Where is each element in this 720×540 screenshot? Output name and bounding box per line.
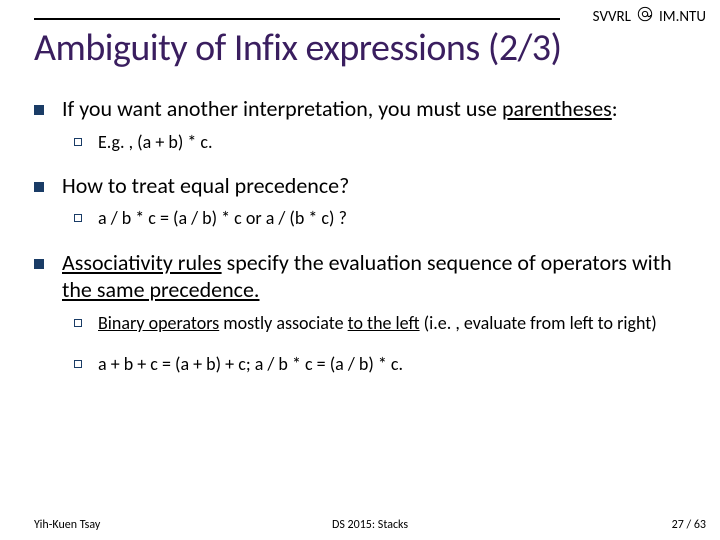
hollow-square-bullet-icon	[74, 138, 82, 146]
bullet-text: Binary operators mostly associate to the…	[98, 312, 657, 335]
square-bullet-icon	[34, 182, 44, 192]
hollow-square-bullet-icon	[74, 319, 82, 327]
header-rule	[34, 18, 560, 20]
bullet-level-2: a + b + c = (a + b) + c; a / b * c = (a …	[74, 353, 700, 376]
bullet-text: Associativity rules specify the evaluati…	[62, 249, 700, 304]
hollow-square-bullet-icon	[74, 214, 82, 222]
header-affiliation: SVVRL IM.NTU	[593, 6, 706, 27]
header-lab: SVVRL	[593, 8, 631, 26]
at-icon	[637, 6, 653, 27]
bullet-level-2: E.g. , (a + b) * c.	[74, 131, 700, 154]
footer-course: DS 2015: Stacks	[332, 518, 408, 532]
square-bullet-icon	[34, 259, 44, 269]
bullet-text: a / b * c = (a / b) * c or a / (b * c) ?	[98, 207, 347, 230]
square-bullet-icon	[34, 105, 44, 115]
bullet-level-1: If you want another interpretation, you …	[34, 95, 700, 123]
bullet-level-2: Binary operators mostly associate to the…	[74, 312, 700, 335]
hollow-square-bullet-icon	[74, 360, 82, 368]
header-org: IM.NTU	[659, 8, 706, 26]
bullet-level-2: a / b * c = (a / b) * c or a / (b * c) ?	[74, 207, 700, 230]
footer-page: 27 / 63	[672, 518, 706, 532]
bullet-text: How to treat equal precedence?	[62, 172, 349, 200]
bullet-level-1: How to treat equal precedence?	[34, 172, 700, 200]
bullet-level-1: Associativity rules specify the evaluati…	[34, 249, 700, 304]
slide-footer: Yih-Kuen Tsay DS 2015: Stacks 27 / 63	[34, 518, 706, 532]
bullet-text: E.g. , (a + b) * c.	[98, 131, 213, 154]
slide-title: Ambiguity of Infix expressions (2/3)	[34, 25, 706, 71]
bullet-text: If you want another interpretation, you …	[62, 95, 618, 123]
footer-author: Yih-Kuen Tsay	[34, 518, 100, 532]
slide-body: If you want another interpretation, you …	[34, 95, 700, 395]
bullet-text: a + b + c = (a + b) + c; a / b * c = (a …	[98, 353, 403, 376]
